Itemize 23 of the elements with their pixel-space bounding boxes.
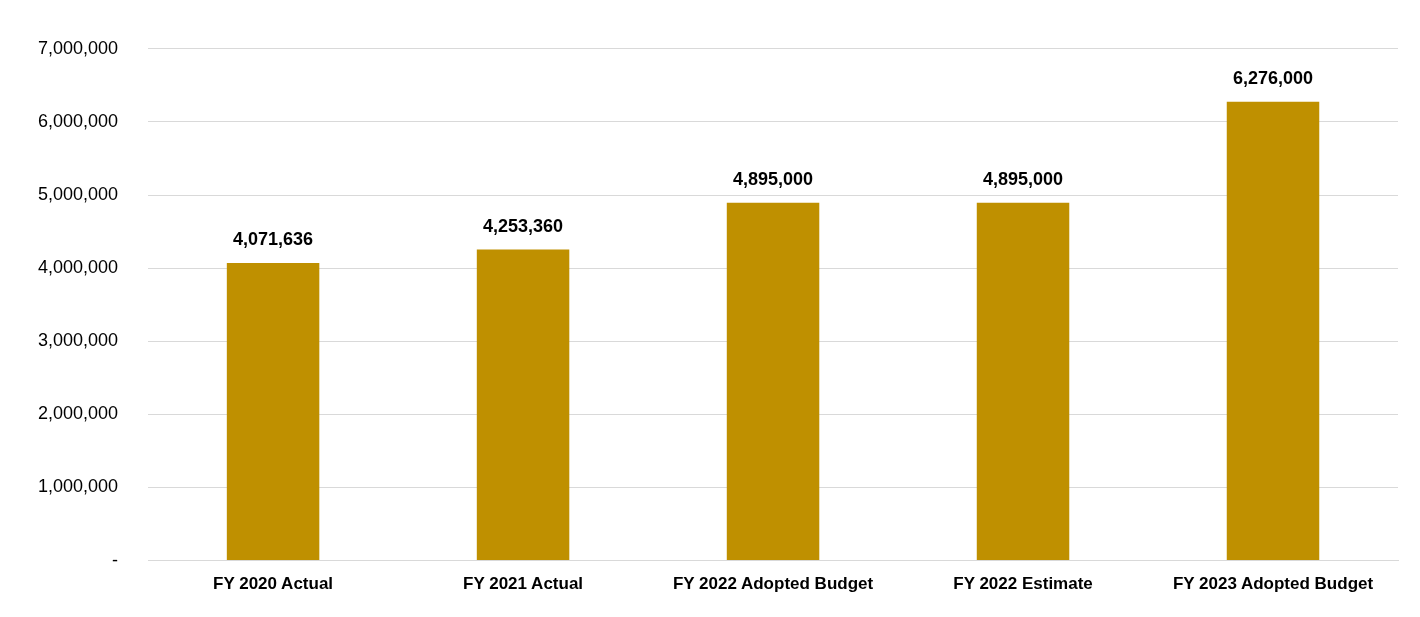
x-tick-label: FY 2022 Estimate: [953, 574, 1093, 594]
y-tick-label: 7,000,000: [38, 37, 119, 58]
bar: [226, 262, 320, 561]
x-tick-label: FY 2021 Actual: [463, 574, 584, 594]
y-tick-label: 3,000,000: [38, 330, 119, 351]
data-label: 4,895,000: [982, 168, 1064, 189]
data-label: 6,276,000: [1232, 67, 1314, 88]
y-tick-label: 2,000,000: [38, 403, 119, 424]
y-tick-label: -: [112, 549, 119, 570]
y-tick-label: 6,000,000: [38, 110, 119, 131]
data-label: 4,895,000: [733, 168, 814, 189]
x-tick-label: FY 2022 Adopted Budget: [672, 574, 874, 594]
x-tick-label: FY 2020 Actual: [213, 574, 334, 594]
y-tick-label: 4,000,000: [38, 257, 119, 278]
x-tick-label: FY 2023 Adopted Budget: [1172, 574, 1374, 594]
bar: [1226, 101, 1320, 561]
bar: [976, 202, 1070, 561]
data-label: 4,071,636: [233, 228, 314, 249]
y-tick-label: 1,000,000: [38, 476, 119, 497]
bar: [476, 249, 570, 561]
y-tick-label: 5,000,000: [38, 184, 119, 204]
bar: [726, 202, 820, 561]
data-label: 4,253,360: [483, 215, 564, 236]
